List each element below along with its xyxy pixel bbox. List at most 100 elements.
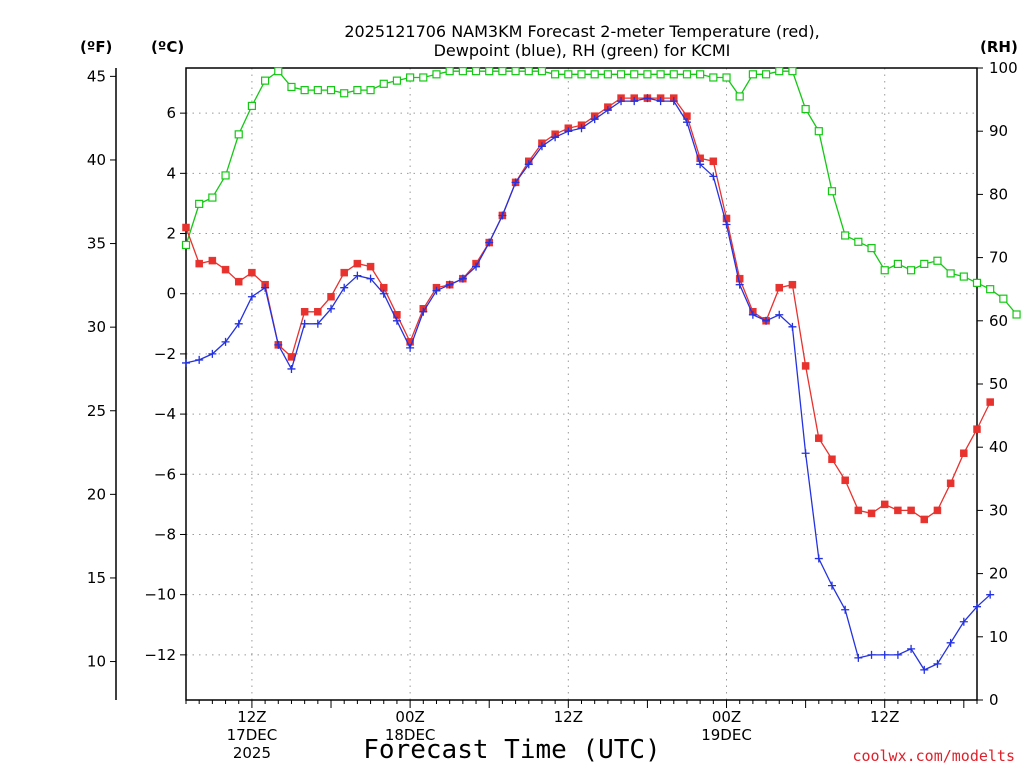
rh-point	[551, 70, 560, 79]
rh-tick-label: 60	[989, 312, 1008, 330]
dewpoint-point	[854, 653, 863, 662]
dewpoint-point	[327, 304, 336, 313]
time-tick-label: 12Z	[870, 708, 899, 726]
rh-point	[366, 86, 375, 95]
rh-point	[590, 70, 599, 79]
time-tick-label: 19DEC	[701, 726, 752, 744]
dewpoint-point	[748, 310, 757, 319]
rh-point	[827, 187, 837, 196]
temperature-point	[828, 455, 836, 463]
dewpoint-point	[551, 133, 560, 142]
temperature-point	[960, 449, 968, 457]
temperature-point	[854, 506, 863, 515]
series-dewpoint	[182, 94, 995, 674]
dewpoint-point	[366, 274, 375, 283]
rh-point	[999, 294, 1008, 303]
temperature-point	[894, 506, 902, 515]
rh-point	[564, 70, 573, 79]
rh-point	[630, 70, 639, 79]
rh-point	[261, 76, 270, 85]
temperature-point	[366, 262, 375, 271]
dewpoint-point	[709, 172, 718, 181]
rh-point	[933, 256, 942, 265]
dewpoint-point	[485, 238, 494, 247]
dewpoint-point	[722, 220, 731, 229]
fahrenheit-tick-label: 35	[87, 235, 106, 253]
temperature-point	[841, 476, 849, 485]
dewpoint-point	[300, 319, 309, 328]
time-tick-label: 17DEC	[227, 726, 278, 744]
dewpoint-point	[867, 650, 876, 659]
rh-point	[616, 70, 626, 79]
dewpoint-point	[590, 115, 599, 124]
rh-point	[340, 89, 349, 98]
rh-tick-label: 10	[989, 628, 1008, 646]
fahrenheit-tick-label: 10	[87, 653, 106, 671]
dewpoint-point	[392, 316, 401, 325]
rh-point	[524, 67, 533, 76]
dewpoint-point	[603, 106, 612, 115]
dewpoint-point	[643, 94, 652, 103]
temperature-point	[986, 398, 994, 406]
dewpoint-point	[340, 283, 349, 292]
rh-tick-label: 30	[989, 501, 1008, 519]
rh-point	[287, 82, 296, 92]
series-line-dewpoint	[185, 97, 991, 671]
dewpoint-point	[801, 449, 810, 458]
rh-point	[313, 86, 322, 95]
dewpoint-point	[814, 554, 823, 563]
rh-point	[709, 73, 718, 82]
time-tick-label: 18DEC	[385, 726, 436, 744]
fahrenheit-tick-label: 20	[87, 485, 106, 503]
rh-point	[221, 171, 230, 180]
temperature-point	[946, 479, 955, 488]
rh-axis: 0 10 20 30 40 50 60 70 80 90 100	[977, 59, 1018, 709]
rh-tick-label: 0	[989, 691, 999, 709]
rh-point	[893, 259, 903, 269]
dewpoint-point	[208, 349, 217, 358]
rh-point	[906, 266, 916, 275]
dewpoint-point	[247, 292, 256, 301]
rh-point	[920, 259, 929, 269]
dewpoint-point	[775, 310, 784, 319]
celsius-tick-label: −8	[154, 525, 176, 543]
dewpoint-point	[880, 650, 889, 659]
temperature-point	[208, 256, 217, 265]
rh-point	[537, 67, 547, 76]
temperature-point	[920, 515, 929, 524]
rh-point	[722, 73, 731, 82]
dewpoint-point	[656, 97, 665, 106]
series-line-rh	[185, 70, 1018, 315]
dewpoint-point	[445, 280, 454, 289]
dewpoint-point	[696, 160, 705, 169]
chart-title-line-2: Dewpoint (blue), RH (green) for KCMI	[434, 41, 731, 60]
temperature-point	[907, 506, 915, 515]
dewpoint-point	[511, 178, 520, 187]
dewpoint-point	[313, 319, 322, 328]
plot-frame	[185, 67, 978, 701]
dewpoint-point	[472, 262, 481, 271]
rh-point	[643, 70, 652, 79]
dewpoint-point	[682, 118, 691, 127]
rh-point	[432, 70, 441, 79]
rh-point	[419, 73, 428, 82]
rh-point	[379, 79, 388, 88]
celsius-unit-label: (ºC)	[151, 38, 184, 56]
dewpoint-point	[907, 644, 916, 653]
rh-point	[208, 193, 217, 202]
fahrenheit-tick-label: 15	[87, 569, 106, 587]
rh-tick-label: 80	[989, 185, 1008, 203]
rh-point	[761, 70, 771, 79]
series-layer	[181, 67, 1021, 674]
dewpoint-point	[577, 124, 586, 133]
temperature-point	[182, 223, 190, 232]
gridlines	[186, 68, 977, 700]
rh-point	[986, 285, 995, 294]
dewpoint-point	[182, 358, 190, 367]
celsius-tick-label: 0	[166, 285, 176, 303]
rh-point	[814, 127, 823, 136]
rh-tick-label: 50	[989, 375, 1008, 393]
time-tick-label: 00Z	[395, 708, 424, 726]
rh-point	[669, 70, 678, 79]
rh-tick-label: 20	[989, 565, 1008, 583]
